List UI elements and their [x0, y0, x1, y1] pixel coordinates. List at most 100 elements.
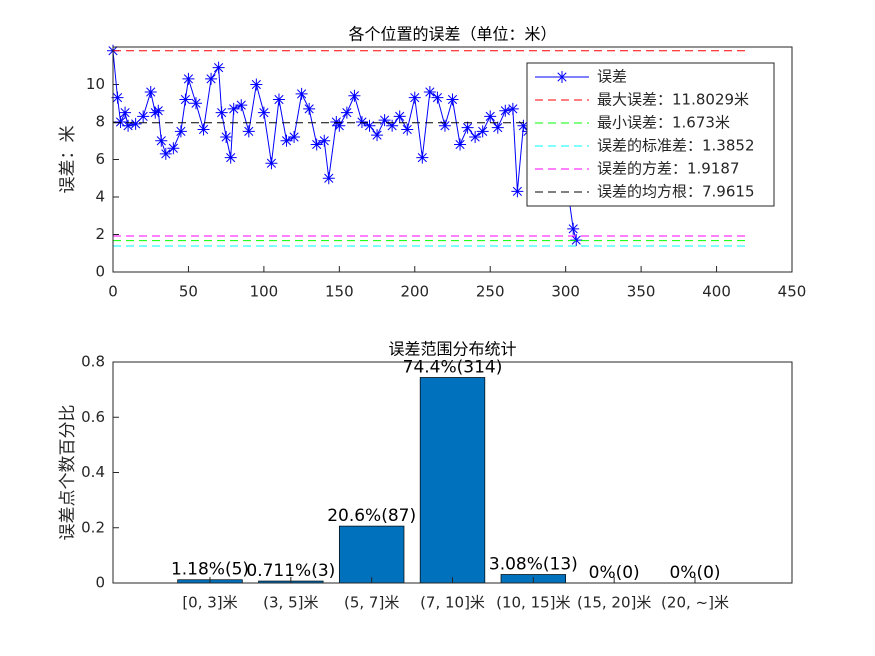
- marker: [122, 119, 135, 132]
- marker: [179, 93, 192, 106]
- marker: [149, 106, 162, 119]
- x-tick-label: (10, 15]米: [496, 594, 570, 612]
- x-tick-label: 300: [551, 283, 580, 301]
- marker: [476, 125, 489, 138]
- marker: [235, 99, 248, 112]
- axes-box: [112, 361, 793, 584]
- legend-box: [526, 62, 775, 207]
- x-tick-label: 50: [179, 283, 198, 301]
- marker: [272, 93, 285, 106]
- y-tick-label: 6: [95, 150, 105, 168]
- marker: [205, 72, 218, 85]
- y-tick-label: 2: [95, 225, 105, 243]
- marker: [401, 123, 414, 136]
- value-label: 3.08%(13): [489, 554, 578, 574]
- marker: [446, 93, 459, 106]
- y-axis-label: 误差点个数百分比: [58, 405, 78, 541]
- marker: [152, 104, 165, 117]
- y-tick-label: 0.8: [81, 353, 105, 371]
- marker: [119, 106, 132, 119]
- axes-box: [112, 46, 793, 273]
- y-tick-label: 0.2: [81, 518, 105, 536]
- marker: [431, 91, 444, 104]
- y-tick-label: 0.4: [81, 463, 105, 481]
- marker: [212, 61, 225, 74]
- marker: [215, 106, 228, 119]
- x-tick-label: (20, ~]米: [661, 594, 729, 612]
- x-tick-label: 200: [400, 283, 429, 301]
- x-tick-label: 0: [108, 283, 118, 301]
- marker: [378, 114, 391, 127]
- x-tick-label: 100: [250, 283, 279, 301]
- legend-label: 误差的标准差：1.3852: [597, 137, 755, 155]
- marker: [224, 151, 237, 164]
- marker: [250, 78, 263, 91]
- marker: [144, 86, 157, 98]
- marker: [355, 116, 368, 128]
- marker: [280, 134, 293, 147]
- marker: [484, 110, 497, 123]
- y-tick-label: 8: [95, 113, 105, 131]
- marker: [242, 125, 255, 138]
- x-tick-label: [0, 3]米: [182, 594, 237, 612]
- value-label: 0%(0): [669, 563, 720, 583]
- x-tick-label: (3, 5]米: [263, 594, 318, 612]
- y-axis-label: 误差：米: [58, 126, 78, 194]
- marker: [408, 91, 421, 104]
- marker: [416, 151, 429, 164]
- marker: [570, 234, 583, 247]
- marker: [197, 123, 210, 136]
- marker: [393, 110, 406, 123]
- marker: [506, 102, 519, 115]
- marker: [318, 134, 331, 147]
- legend-label: 最大误差：11.8029米: [597, 91, 749, 109]
- x-tick-label: (5, 7]米: [344, 594, 399, 612]
- marker: [438, 119, 451, 132]
- marker: [257, 106, 270, 119]
- y-tick-label: 0: [95, 574, 105, 592]
- marker: [227, 102, 240, 115]
- marker: [348, 89, 361, 102]
- y-tick-label: 0: [95, 263, 105, 281]
- marker: [129, 117, 142, 130]
- legend-label: 误差的方差：1.9187: [597, 160, 740, 178]
- marker: [322, 172, 335, 185]
- marker: [167, 142, 180, 155]
- bar: [419, 377, 486, 584]
- marker: [363, 119, 376, 132]
- marker: [303, 102, 316, 115]
- value-label: 0.711%(3): [246, 561, 335, 581]
- marker: [310, 138, 323, 151]
- marker: [511, 185, 524, 198]
- chart-title: 误差范围分布统计: [388, 340, 516, 359]
- marker: [288, 131, 301, 143]
- x-tick-label: 150: [325, 283, 354, 301]
- value-label: 1.18%(5): [171, 560, 249, 580]
- marker: [517, 119, 530, 132]
- y-tick-label: 4: [95, 188, 105, 206]
- bar: [338, 525, 405, 584]
- marker: [454, 138, 467, 151]
- x-tick-label: 400: [702, 283, 731, 301]
- x-tick-label: (15, 20]米: [577, 594, 651, 612]
- marker: [386, 119, 399, 132]
- marker: [114, 116, 127, 128]
- value-label: 74.4%(314): [403, 357, 503, 377]
- marker: [111, 91, 124, 104]
- marker: [423, 86, 436, 98]
- y-tick-label: 10: [86, 75, 105, 93]
- marker: [137, 110, 150, 123]
- marker: [155, 134, 168, 147]
- marker: [220, 131, 233, 143]
- value-label: 20.6%(87): [327, 506, 416, 526]
- legend-label: 误差的均方根：7.9615: [597, 183, 755, 201]
- chart-title: 各个位置的误差（单位：米）: [348, 25, 556, 44]
- marker: [330, 116, 343, 128]
- x-tick-label: (7, 10]米: [420, 594, 485, 612]
- marker: [333, 119, 346, 132]
- legend-label: 误差: [597, 68, 627, 86]
- marker: [159, 147, 172, 160]
- legend-marker: [556, 71, 568, 83]
